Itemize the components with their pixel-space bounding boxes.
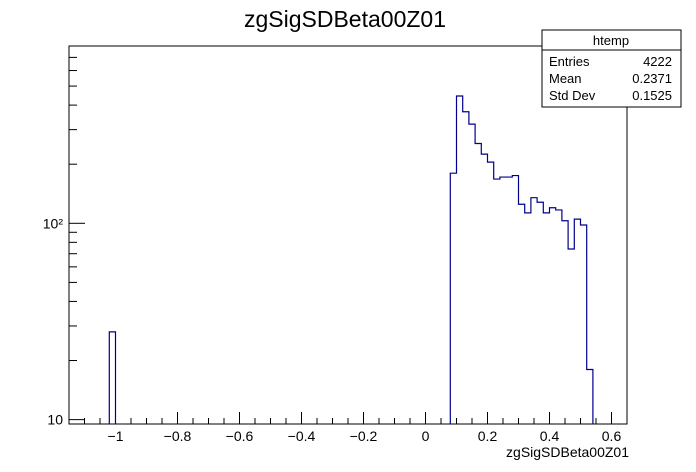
histogram-bin xyxy=(457,96,463,424)
chart-title: zgSigSDBeta00Z01 xyxy=(244,6,446,32)
x-tick-label: 0.6 xyxy=(602,428,622,444)
histogram-bin xyxy=(463,112,469,424)
x-tick-label: 0.2 xyxy=(478,428,498,444)
histogram-bin xyxy=(568,249,574,424)
histogram-bin xyxy=(581,225,587,424)
histogram-bin xyxy=(494,179,500,424)
histogram-bin xyxy=(450,173,456,424)
histogram-bin xyxy=(587,370,593,424)
stats-box-title: htemp xyxy=(593,33,629,48)
histogram-bin xyxy=(537,202,543,424)
histogram-bin xyxy=(531,198,537,424)
y-tick-label: 10 xyxy=(47,412,63,428)
stats-stddev-value: 0.1525 xyxy=(632,88,672,103)
histogram-outline xyxy=(449,95,594,424)
histogram-bin xyxy=(481,154,487,424)
stats-box: htemp Entries 4222 Mean 0.2371 Std Dev 0… xyxy=(541,29,682,108)
stats-stddev-label: Std Dev xyxy=(549,88,596,103)
stats-entries-label: Entries xyxy=(549,54,590,69)
stats-entries-value: 4222 xyxy=(643,54,672,69)
histogram-bin xyxy=(512,176,518,424)
stats-mean-label: Mean xyxy=(549,71,582,86)
histogram-bin xyxy=(488,162,494,424)
stats-box-frame xyxy=(541,29,682,108)
y-axis: 10 10² xyxy=(43,45,85,428)
histogram-bin xyxy=(550,208,556,424)
x-tick-label: −0.2 xyxy=(350,428,378,444)
histogram-bin xyxy=(475,143,481,424)
x-tick-label: −0.4 xyxy=(288,428,316,444)
x-tick-label: 0.4 xyxy=(540,428,560,444)
x-tick-label: −0.6 xyxy=(226,428,254,444)
histogram-bin xyxy=(556,210,562,424)
x-axis: −1 −0.8 −0.6 −0.4 −0.2 0 0.2 0.4 0.6 xyxy=(68,412,628,444)
histogram-bin xyxy=(562,221,568,424)
x-tick-label: −0.8 xyxy=(164,428,192,444)
histogram-bin xyxy=(469,124,475,424)
stats-mean-value: 0.2371 xyxy=(632,71,672,86)
histogram-bin xyxy=(109,332,115,424)
x-tick-label: −1 xyxy=(108,428,124,444)
histogram-bin xyxy=(543,213,549,424)
x-axis-label: zgSigSDBeta00Z01 xyxy=(506,444,629,460)
histogram-outline xyxy=(108,331,117,424)
histogram-bin xyxy=(506,177,512,424)
histogram-bin xyxy=(500,177,506,424)
histogram-bin xyxy=(525,213,531,424)
y-tick-label: 10² xyxy=(43,215,64,231)
histogram-layer xyxy=(108,95,594,424)
histogram-bin xyxy=(574,219,580,424)
x-tick-label: 0 xyxy=(422,428,430,444)
histogram-bin xyxy=(519,204,525,424)
